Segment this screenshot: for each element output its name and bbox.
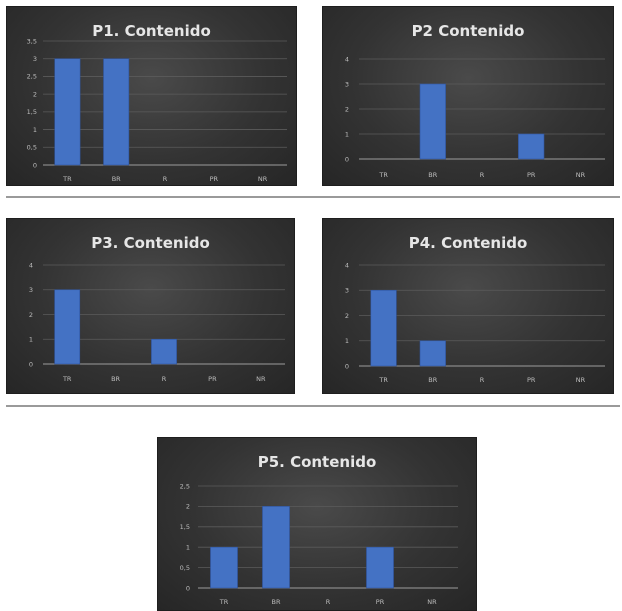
y-tick-label: 3: [345, 80, 349, 88]
x-tick-label: R: [162, 375, 167, 383]
y-tick-label: 2: [345, 312, 349, 320]
bar: [518, 133, 545, 160]
x-tick-label: NR: [258, 175, 268, 183]
chart-title: P3. Contenido: [91, 234, 210, 252]
y-tick-label: 0,5: [180, 564, 190, 572]
chart-title: P2 Contenido: [412, 22, 525, 40]
chart-title: P5. Contenido: [258, 453, 377, 471]
y-tick-label: 0: [186, 584, 190, 592]
chart-panel-p1: P1. Contenido 0 0,5 1 1,5 2 2,5 3 3,5 TR BR R PR NR: [6, 6, 297, 186]
y-tick-label: 4: [29, 261, 33, 269]
bar: [54, 289, 81, 365]
y-tick-label: 2: [345, 105, 349, 113]
chart-panel-p5: P5. Contenido 0 0,5 1 1,5 2 2,5 TR BR R PR NR: [157, 437, 477, 611]
bar: [366, 546, 394, 589]
chart-panel-p3: P3. Contenido 0 1 2 3 4 TR BR R PR NR: [6, 218, 295, 394]
chart-svg: P3. Contenido 0 1 2 3 4 TR BR R PR NR: [29, 234, 285, 383]
y-tick-label: 1: [29, 336, 33, 344]
x-tick-label: TR: [219, 598, 229, 606]
x-tick-label: NR: [576, 376, 586, 384]
x-tick-label: NR: [256, 375, 266, 383]
chart-svg: P2 Contenido 0 1 2 3 4 TR BR R PR NR: [345, 22, 605, 179]
y-tick-label: 2: [33, 90, 37, 98]
x-tick-label: PR: [527, 376, 536, 384]
x-tick-label: R: [326, 598, 331, 606]
y-tick-label: 2: [186, 503, 190, 511]
y-tick-label: 3: [33, 55, 37, 63]
y-tick-label: 1,5: [27, 108, 37, 116]
chart-svg: P4. Contenido 0 1 2 3 4 TR BR R PR NR: [345, 234, 605, 384]
bar: [103, 58, 130, 166]
x-tick-label: R: [163, 175, 168, 183]
y-tick-label: 0,5: [27, 144, 37, 152]
y-tick-label: 0: [29, 360, 33, 368]
y-tick-label: 2,5: [180, 482, 190, 490]
y-tick-label: 1: [33, 126, 37, 134]
y-tick-label: 3: [29, 286, 33, 294]
x-tick-label: PR: [210, 175, 219, 183]
y-tick-label: 3: [345, 287, 349, 295]
bar: [419, 83, 446, 160]
x-tick-label: BR: [112, 175, 121, 183]
bar: [370, 289, 397, 367]
x-tick-label: BR: [111, 375, 120, 383]
x-tick-label: BR: [428, 376, 437, 384]
y-tick-label: 0: [345, 155, 349, 163]
chart-svg: P5. Contenido 0 0,5 1 1,5 2 2,5 TR BR R PR NR: [180, 453, 458, 606]
bar: [262, 506, 290, 589]
y-tick-label: 1: [345, 337, 349, 345]
y-tick-label: 0: [33, 161, 37, 169]
chart-title: P4. Contenido: [409, 234, 528, 252]
separator-line: [6, 405, 620, 407]
y-tick-label: 1,5: [180, 523, 190, 531]
y-tick-label: 4: [345, 55, 349, 63]
x-tick-label: BR: [428, 171, 437, 179]
x-tick-label: TR: [378, 376, 388, 384]
x-tick-label: BR: [272, 598, 281, 606]
y-tick-label: 4: [345, 261, 349, 269]
bar: [419, 340, 446, 367]
x-tick-label: R: [480, 171, 485, 179]
y-tick-label: 2,5: [27, 73, 37, 81]
x-tick-label: PR: [208, 375, 217, 383]
x-tick-label: TR: [62, 175, 72, 183]
x-tick-label: PR: [527, 171, 536, 179]
x-tick-label: R: [480, 376, 485, 384]
chart-panel-p2: P2 Contenido 0 1 2 3 4 TR BR R PR NR: [322, 6, 614, 186]
bar: [151, 338, 177, 365]
x-tick-label: NR: [576, 171, 586, 179]
x-tick-label: NR: [427, 598, 437, 606]
chart-svg: P1. Contenido 0 0,5 1 1,5 2 2,5 3 3,5 TR BR R PR NR: [27, 22, 287, 183]
chart-title: P1. Contenido: [92, 22, 211, 40]
chart-panel-p4: P4. Contenido 0 1 2 3 4 TR BR R PR NR: [322, 218, 614, 394]
x-tick-label: TR: [378, 171, 388, 179]
x-tick-label: TR: [62, 375, 72, 383]
bar: [210, 546, 238, 589]
y-tick-label: 0: [345, 362, 349, 370]
x-tick-label: PR: [376, 598, 385, 606]
y-tick-label: 2: [29, 311, 33, 319]
bar: [54, 58, 81, 166]
separator-line: [6, 196, 620, 198]
y-tick-label: 1: [186, 544, 190, 552]
y-tick-label: 1: [345, 130, 349, 138]
y-tick-label: 3,5: [27, 37, 37, 45]
